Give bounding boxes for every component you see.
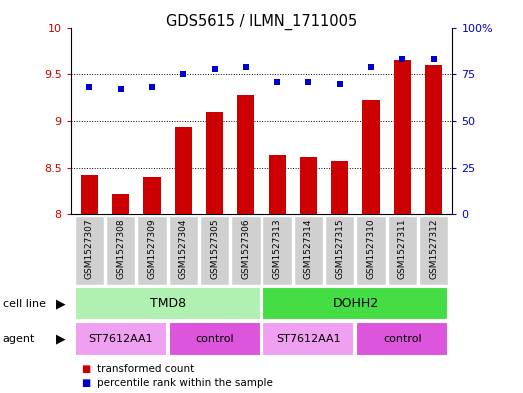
Text: GSM1527309: GSM1527309 — [147, 218, 156, 279]
Text: GDS5615 / ILMN_1711005: GDS5615 / ILMN_1711005 — [166, 14, 357, 30]
Text: TMD8: TMD8 — [150, 297, 186, 310]
Bar — [75, 216, 104, 285]
Bar — [237, 95, 255, 214]
Text: DOHH2: DOHH2 — [332, 297, 379, 310]
Text: GSM1527304: GSM1527304 — [179, 218, 188, 279]
Bar — [263, 322, 355, 356]
Text: control: control — [195, 334, 234, 344]
Bar — [200, 216, 229, 285]
Bar — [268, 155, 286, 214]
Point — [336, 80, 344, 86]
Text: GSM1527307: GSM1527307 — [85, 218, 94, 279]
Point — [304, 79, 313, 85]
Bar — [168, 322, 260, 356]
Bar — [81, 175, 98, 214]
Text: ■: ■ — [81, 378, 90, 388]
Bar — [168, 216, 198, 285]
Text: GSM1527308: GSM1527308 — [116, 218, 125, 279]
Text: GSM1527314: GSM1527314 — [304, 218, 313, 279]
Bar — [294, 216, 323, 285]
Point — [429, 56, 438, 62]
Bar — [75, 322, 167, 356]
Bar — [263, 216, 292, 285]
Text: transformed count: transformed count — [97, 364, 194, 375]
Bar — [356, 322, 448, 356]
Text: percentile rank within the sample: percentile rank within the sample — [97, 378, 272, 388]
Text: GSM1527305: GSM1527305 — [210, 218, 219, 279]
Bar — [300, 157, 317, 214]
Bar — [206, 112, 223, 214]
Bar — [388, 216, 417, 285]
Text: GSM1527313: GSM1527313 — [272, 218, 282, 279]
Point — [179, 71, 187, 77]
Point — [85, 84, 94, 90]
Bar — [331, 161, 348, 214]
Text: ▶: ▶ — [56, 297, 65, 310]
Text: GSM1527306: GSM1527306 — [241, 218, 251, 279]
Bar — [325, 216, 355, 285]
Point — [148, 84, 156, 90]
Bar — [394, 60, 411, 214]
Text: ST7612AA1: ST7612AA1 — [276, 334, 341, 344]
Bar — [112, 194, 129, 214]
Point — [117, 86, 125, 92]
Point — [273, 79, 281, 85]
Text: ■: ■ — [81, 364, 90, 375]
Point — [242, 64, 250, 70]
Bar — [175, 127, 192, 214]
Bar — [362, 100, 380, 214]
Text: control: control — [383, 334, 422, 344]
Text: ▶: ▶ — [56, 332, 65, 345]
Bar — [263, 287, 448, 320]
Bar — [75, 287, 260, 320]
Text: cell line: cell line — [3, 299, 46, 309]
Bar — [356, 216, 386, 285]
Bar — [419, 216, 448, 285]
Point — [367, 64, 375, 70]
Point — [398, 56, 406, 62]
Bar — [137, 216, 167, 285]
Bar — [425, 65, 442, 214]
Text: GSM1527315: GSM1527315 — [335, 218, 344, 279]
Bar — [143, 177, 161, 214]
Text: GSM1527310: GSM1527310 — [367, 218, 376, 279]
Text: agent: agent — [3, 334, 35, 344]
Text: GSM1527311: GSM1527311 — [398, 218, 407, 279]
Point — [210, 65, 219, 72]
Text: GSM1527312: GSM1527312 — [429, 218, 438, 279]
Text: ST7612AA1: ST7612AA1 — [88, 334, 153, 344]
Bar — [231, 216, 260, 285]
Bar — [106, 216, 135, 285]
